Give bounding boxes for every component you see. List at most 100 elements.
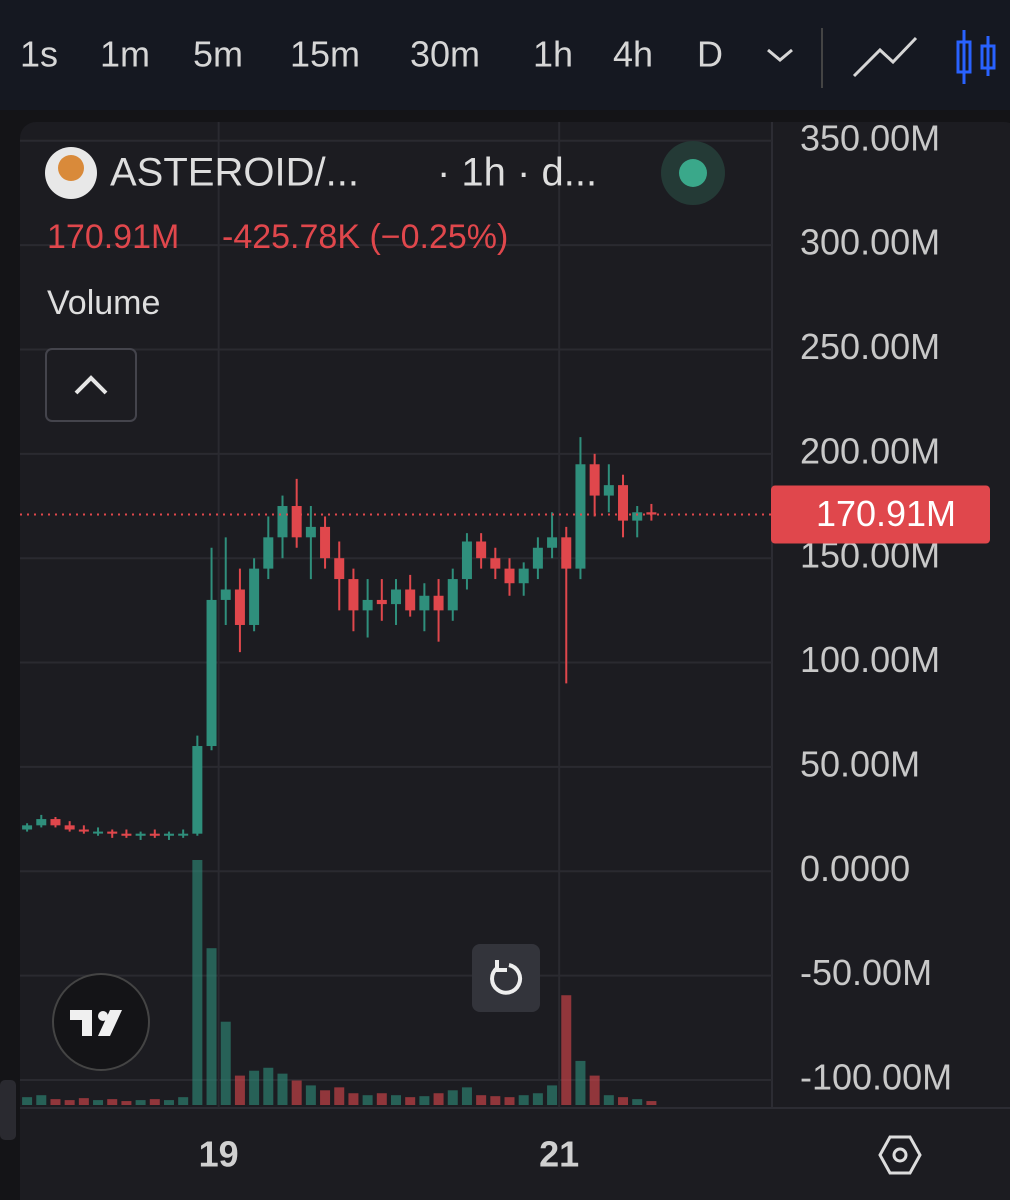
candle-body bbox=[561, 537, 572, 569]
candle-body bbox=[178, 833, 189, 836]
y-tick-label: 50.00M bbox=[800, 743, 920, 784]
volume-bar bbox=[178, 1097, 189, 1105]
symbol[interactable]: ASTEROID/... bbox=[110, 151, 359, 195]
volume-bar bbox=[149, 1099, 160, 1105]
y-tick-label: 100.00M bbox=[800, 639, 940, 680]
volume-bar bbox=[362, 1095, 373, 1105]
y-tick-label: -50.00M bbox=[800, 952, 932, 993]
candle-body bbox=[277, 506, 288, 538]
volume-bar bbox=[532, 1093, 543, 1105]
candle-body bbox=[575, 464, 586, 569]
legend-price: 170.91M bbox=[47, 218, 179, 256]
candle-body bbox=[461, 541, 472, 580]
candle-body bbox=[391, 589, 401, 605]
indicator-name: Volume bbox=[47, 284, 160, 322]
volume-bar bbox=[646, 1101, 657, 1105]
toolbar bbox=[0, 0, 1010, 110]
volume-bar bbox=[22, 1097, 33, 1105]
volume-bar bbox=[589, 1075, 600, 1105]
volume-bar bbox=[490, 1096, 501, 1105]
interval-button[interactable]: 5m bbox=[193, 34, 243, 75]
volume-bar bbox=[234, 1075, 245, 1105]
candle-body bbox=[618, 485, 629, 521]
candle-body bbox=[206, 599, 217, 747]
interval-label: · 1h · d... bbox=[437, 151, 597, 195]
logo-mark bbox=[70, 1010, 122, 1036]
interval-button[interactable]: 1m bbox=[100, 34, 150, 75]
side-toggle[interactable] bbox=[0, 1080, 16, 1140]
volume-bar bbox=[447, 1090, 458, 1105]
interval-button[interactable]: 30m bbox=[410, 34, 480, 75]
candle-body bbox=[234, 589, 245, 625]
volume-bar bbox=[64, 1100, 75, 1105]
volume-bar bbox=[263, 1067, 274, 1105]
interval-button[interactable]: D bbox=[697, 34, 723, 75]
line-chart-button[interactable] bbox=[852, 36, 918, 78]
candle-body bbox=[334, 558, 345, 580]
volume-bar bbox=[376, 1093, 387, 1105]
candle-body bbox=[305, 526, 316, 538]
volume-bar bbox=[348, 1093, 359, 1105]
more-intervals[interactable] bbox=[767, 48, 793, 62]
volume-bar bbox=[107, 1099, 118, 1105]
candle-body bbox=[149, 833, 160, 836]
tradingview-logo[interactable] bbox=[52, 973, 150, 1071]
volume-bar bbox=[405, 1097, 416, 1105]
y-tick-label: 0.0000 bbox=[800, 848, 910, 889]
volume-bar bbox=[206, 948, 217, 1105]
candle-body bbox=[632, 512, 643, 521]
x-tick-label: 21 bbox=[539, 1134, 579, 1175]
settings-button[interactable] bbox=[878, 1135, 922, 1175]
volume-bar bbox=[320, 1090, 331, 1105]
volume-bar bbox=[121, 1101, 132, 1105]
volume-bar bbox=[575, 1060, 586, 1105]
volume-bar bbox=[163, 1100, 174, 1105]
interval-button[interactable]: 4h bbox=[613, 34, 653, 75]
volume-bar bbox=[334, 1087, 345, 1105]
y-tick-label: 350.00M bbox=[800, 117, 940, 158]
volume-bar bbox=[504, 1097, 515, 1105]
plot: 350.00M300.00M250.00M200.00M150.00M100.0… bbox=[20, 117, 990, 1175]
interval-button[interactable]: 1s bbox=[20, 34, 58, 75]
volume-bar bbox=[220, 1021, 231, 1105]
candle-body bbox=[220, 589, 231, 600]
candle-body bbox=[646, 512, 657, 515]
volume-bar bbox=[547, 1085, 558, 1105]
volume-bar bbox=[391, 1095, 401, 1105]
candle-body bbox=[547, 537, 558, 548]
reset-button[interactable] bbox=[472, 944, 540, 1012]
volume-bar bbox=[36, 1095, 47, 1105]
volume-bar bbox=[419, 1096, 430, 1105]
interval-button[interactable]: 15m bbox=[290, 34, 360, 75]
x-tick-label: 19 bbox=[199, 1134, 239, 1175]
volume-bar bbox=[93, 1100, 104, 1105]
candle-body bbox=[163, 833, 174, 836]
candle-chart-button[interactable] bbox=[956, 30, 996, 84]
volume-bar bbox=[618, 1097, 629, 1105]
candle-body bbox=[589, 464, 600, 496]
volume-bar bbox=[603, 1095, 614, 1105]
candle-body bbox=[50, 819, 61, 826]
volume-bar bbox=[291, 1080, 302, 1105]
candle-body bbox=[291, 506, 302, 538]
reset-icon bbox=[490, 963, 523, 995]
status-dot bbox=[679, 159, 707, 187]
candle-body bbox=[36, 819, 47, 826]
candle-body bbox=[78, 829, 89, 832]
collapse-button[interactable] bbox=[45, 348, 137, 422]
volume-bar bbox=[50, 1099, 61, 1105]
interval-button[interactable]: 1h bbox=[533, 34, 573, 75]
logo-dot bbox=[98, 1011, 108, 1021]
volume-bar bbox=[561, 995, 572, 1105]
settings-icon bbox=[892, 1147, 908, 1163]
candle-body bbox=[504, 568, 515, 584]
candle-body bbox=[433, 595, 444, 611]
volume-bar bbox=[632, 1099, 643, 1105]
avatar-face bbox=[58, 155, 84, 181]
candle-body bbox=[320, 526, 331, 559]
candle-body bbox=[263, 537, 274, 569]
last-price-label: 170.91M bbox=[816, 493, 956, 534]
volume-bar bbox=[476, 1095, 487, 1105]
candle-body bbox=[490, 558, 501, 569]
